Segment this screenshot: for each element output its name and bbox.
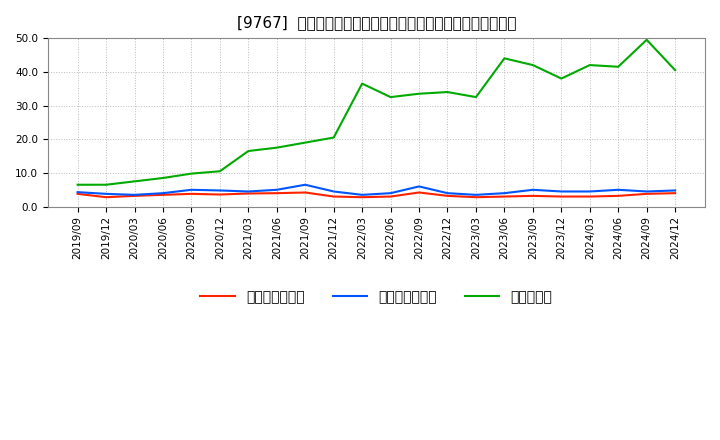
在庫回転率 <box>500 56 509 61</box>
買入債務回転率 <box>158 191 167 196</box>
買入債務回転率 <box>614 187 623 192</box>
買入債務回転率 <box>358 192 366 198</box>
買入債務回転率 <box>671 188 680 193</box>
売上債権回転率 <box>614 193 623 198</box>
買入債務回転率 <box>73 190 82 195</box>
買入債務回転率 <box>215 188 224 193</box>
買入債務回転率 <box>444 191 452 196</box>
売上債権回転率 <box>187 191 196 197</box>
売上債権回転率 <box>244 191 253 196</box>
買入債務回転率 <box>500 191 509 196</box>
在庫回転率 <box>585 62 594 68</box>
在庫回転率 <box>244 148 253 154</box>
買入債務回転率 <box>415 184 423 189</box>
売上債権回転率 <box>358 194 366 200</box>
在庫回転率 <box>301 140 310 145</box>
売上債権回転率 <box>444 193 452 198</box>
在庫回転率 <box>528 62 537 68</box>
売上債権回転率 <box>585 194 594 199</box>
在庫回転率 <box>187 171 196 176</box>
買入債務回転率 <box>386 191 395 196</box>
売上債権回転率 <box>557 194 566 199</box>
在庫回転率 <box>472 95 480 100</box>
売上債権回転率 <box>158 192 167 198</box>
在庫回転率 <box>215 169 224 174</box>
売上債権回転率 <box>472 194 480 200</box>
売上債権回転率 <box>415 190 423 195</box>
買入債務回転率 <box>642 189 651 194</box>
売上債権回転率 <box>642 191 651 197</box>
買入債務回転率 <box>557 189 566 194</box>
売上債権回転率 <box>528 193 537 198</box>
在庫回転率 <box>272 145 281 150</box>
在庫回転率 <box>73 182 82 187</box>
買入債務回転率 <box>130 192 139 198</box>
買入債務回転率 <box>272 187 281 192</box>
売上債権回転率 <box>73 191 82 197</box>
Line: 売上債権回転率: 売上債権回転率 <box>78 192 675 197</box>
買入債務回転率 <box>244 189 253 194</box>
売上債権回転率 <box>500 194 509 199</box>
買入債務回転率 <box>528 187 537 192</box>
Line: 買入債務回転率: 買入債務回転率 <box>78 185 675 195</box>
買入債務回転率 <box>472 192 480 198</box>
在庫回転率 <box>415 91 423 96</box>
在庫回転率 <box>642 37 651 42</box>
在庫回転率 <box>329 135 338 140</box>
在庫回転率 <box>386 95 395 100</box>
買入債務回転率 <box>301 182 310 187</box>
売上債権回転率 <box>671 191 680 196</box>
売上債権回転率 <box>215 192 224 197</box>
売上債権回転率 <box>272 191 281 196</box>
Line: 在庫回転率: 在庫回転率 <box>78 40 675 185</box>
買入債務回転率 <box>187 187 196 192</box>
在庫回転率 <box>614 64 623 70</box>
在庫回転率 <box>102 182 110 187</box>
買入債務回転率 <box>102 191 110 197</box>
在庫回転率 <box>671 67 680 73</box>
売上債権回転率 <box>386 194 395 199</box>
売上債権回転率 <box>102 194 110 200</box>
売上債権回転率 <box>329 194 338 199</box>
在庫回転率 <box>444 89 452 95</box>
在庫回転率 <box>158 176 167 181</box>
買入債務回転率 <box>329 189 338 194</box>
在庫回転率 <box>130 179 139 184</box>
売上債権回転率 <box>301 190 310 195</box>
在庫回転率 <box>557 76 566 81</box>
Title: [9767]  売上債権回転率、買入債務回転率、在庫回転率の推移: [9767] 売上債権回転率、買入債務回転率、在庫回転率の推移 <box>237 15 516 30</box>
売上債権回転率 <box>130 193 139 198</box>
買入債務回転率 <box>585 189 594 194</box>
在庫回転率 <box>358 81 366 86</box>
Legend: 売上債権回転率, 買入債務回転率, 在庫回転率: 売上債権回転率, 買入債務回転率, 在庫回転率 <box>194 284 558 309</box>
